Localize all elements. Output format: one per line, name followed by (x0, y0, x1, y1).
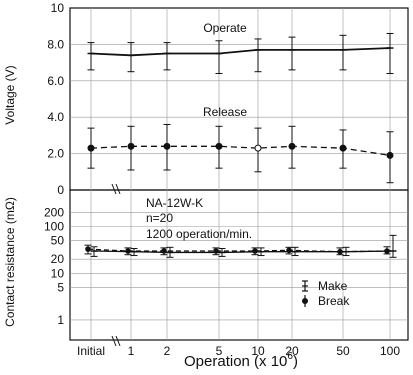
voltage-panel-frame (69, 7, 409, 191)
series-line-break (87, 248, 388, 253)
resistance-panel-frame (69, 189, 409, 341)
y-tick-label-voltage: 0 (57, 183, 64, 197)
y-axis-label-voltage: Voltage (V) (3, 65, 17, 124)
annotation-model: NA-12W-K (146, 196, 203, 210)
y-tick-label-resistance: 5 (57, 280, 64, 294)
series-line-operate (90, 47, 391, 57)
data-point-break (252, 248, 258, 254)
data-point-release (339, 144, 347, 152)
data-point-release (288, 142, 296, 150)
x-axis-label-main: Operation (x 10 (184, 353, 287, 370)
data-point-release (215, 142, 223, 150)
series-label-operate: Operate (203, 21, 247, 35)
legend-make-label: Make (318, 279, 348, 293)
series-operate (87, 32, 394, 75)
legend-break-label: Break (318, 294, 350, 308)
annotation-rate: 1200 operation/min. (146, 227, 252, 241)
x-tick-label: 50 (336, 344, 350, 358)
series-line-release (90, 145, 391, 157)
data-point-break (337, 248, 343, 255)
x-tick-label: 2 (164, 344, 171, 358)
x-tick-label: Initial (77, 344, 105, 358)
y-tick-label-voltage: 6.0 (47, 74, 64, 88)
data-point-release (87, 144, 95, 152)
x-axis-break-upper (111, 183, 121, 195)
x-axis-label-exponent: 6 (287, 351, 293, 362)
x-tick-label: 5 (216, 344, 223, 358)
data-point-break (85, 246, 91, 252)
data-point-break (125, 248, 131, 254)
y-tick-label-resistance: 200 (44, 206, 64, 220)
y-tick-label-voltage: 2.0 (47, 147, 64, 161)
data-point-release (127, 142, 135, 150)
y-tick-label-resistance: 50 (51, 234, 65, 248)
legend-make-symbol (302, 280, 308, 292)
data-point-break (384, 248, 390, 254)
x-tick-label: 100 (380, 344, 400, 358)
x-tick-label: 20 (285, 344, 299, 358)
y-tick-label-resistance: 1 (57, 313, 64, 327)
x-axis-break-lower (111, 335, 121, 347)
y-tick-label-resistance: 100 (44, 220, 64, 234)
data-point-break (286, 247, 292, 254)
x-tick-label: 1 (128, 344, 135, 358)
data-point-break (161, 248, 167, 254)
data-point-release (163, 142, 171, 150)
y-axis-label-resistance: Contact resistance (mΩ) (3, 197, 17, 327)
y-tick-label-voltage: 10 (51, 1, 65, 15)
data-point-break (213, 248, 219, 254)
series-release (87, 123, 394, 184)
plot-series (84, 32, 397, 258)
x-axis-label: Operation (x 106) (184, 351, 298, 370)
y-tick-label-resistance: 10 (51, 266, 65, 280)
y-tick-label-voltage: 4.0 (47, 110, 64, 124)
x-axis-label-close: ) (293, 353, 298, 370)
series-break (84, 244, 391, 256)
x-tick-label: 10 (251, 344, 265, 358)
y-tick-label-voltage: 8.0 (47, 37, 64, 51)
data-point-release (254, 144, 262, 152)
grid-lines (70, 8, 408, 340)
data-point-release (386, 151, 394, 159)
legend: Make Break (302, 279, 350, 308)
annotation-n: n=20 (146, 211, 173, 225)
series-label-release: Release (203, 105, 247, 119)
legend-break-symbol (302, 295, 308, 307)
y-tick-label-resistance: 20 (51, 252, 65, 266)
